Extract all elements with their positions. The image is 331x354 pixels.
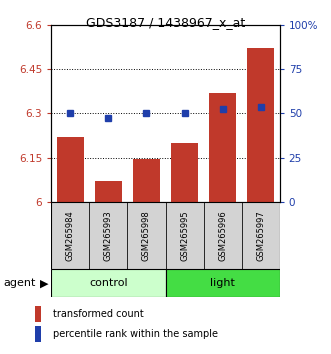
Text: light: light xyxy=(210,278,235,288)
Bar xyxy=(127,202,166,269)
Bar xyxy=(166,202,204,269)
Text: GSM265993: GSM265993 xyxy=(104,210,113,261)
Text: GDS3187 / 1438967_x_at: GDS3187 / 1438967_x_at xyxy=(86,16,245,29)
Bar xyxy=(133,159,160,202)
Text: control: control xyxy=(89,278,128,288)
Text: GSM265997: GSM265997 xyxy=(256,210,265,261)
Bar xyxy=(171,143,198,202)
Bar xyxy=(51,269,166,297)
Bar xyxy=(247,48,274,202)
Bar xyxy=(166,269,280,297)
Bar xyxy=(242,202,280,269)
Bar xyxy=(89,202,127,269)
Text: transformed count: transformed count xyxy=(53,309,144,319)
Text: ▶: ▶ xyxy=(40,278,49,288)
Bar xyxy=(95,181,122,202)
Bar xyxy=(35,326,41,342)
Bar xyxy=(35,306,41,321)
Text: agent: agent xyxy=(3,278,36,288)
Text: GSM265996: GSM265996 xyxy=(218,210,227,261)
Text: GSM265998: GSM265998 xyxy=(142,210,151,261)
Bar xyxy=(209,93,236,202)
Bar xyxy=(57,137,84,202)
Text: percentile rank within the sample: percentile rank within the sample xyxy=(53,330,218,339)
Text: GSM265984: GSM265984 xyxy=(66,210,75,261)
Bar xyxy=(51,202,89,269)
Bar xyxy=(204,202,242,269)
Text: GSM265995: GSM265995 xyxy=(180,210,189,261)
